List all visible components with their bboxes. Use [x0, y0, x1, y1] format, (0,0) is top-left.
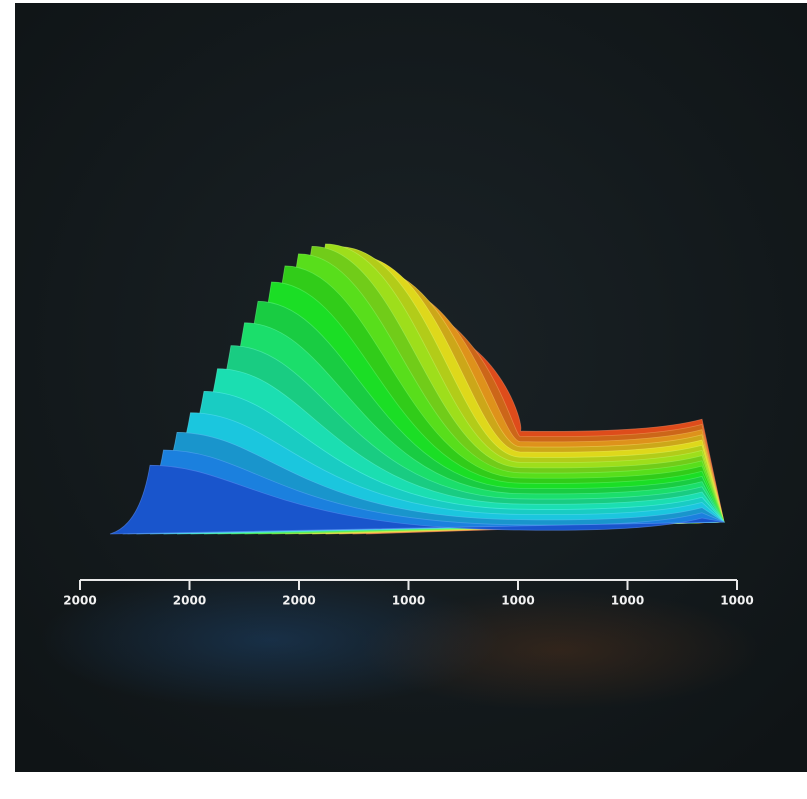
glow: [360, 590, 760, 710]
axis-tick-label: 1000: [501, 594, 534, 608]
axis-tick-label: 1000: [720, 594, 753, 608]
axis-tick-label: 2000: [173, 594, 206, 608]
axis-tick-label: 2000: [282, 594, 315, 608]
page: 2000 2000 2000 1000 1000 1000 1000: [0, 0, 807, 799]
axis-tick-label: 2000: [63, 594, 96, 608]
scene: 2000 2000 2000 1000 1000 1000 1000: [0, 0, 807, 799]
axis-tick-label: 1000: [611, 594, 644, 608]
axis-tick-label: 1000: [392, 594, 425, 608]
